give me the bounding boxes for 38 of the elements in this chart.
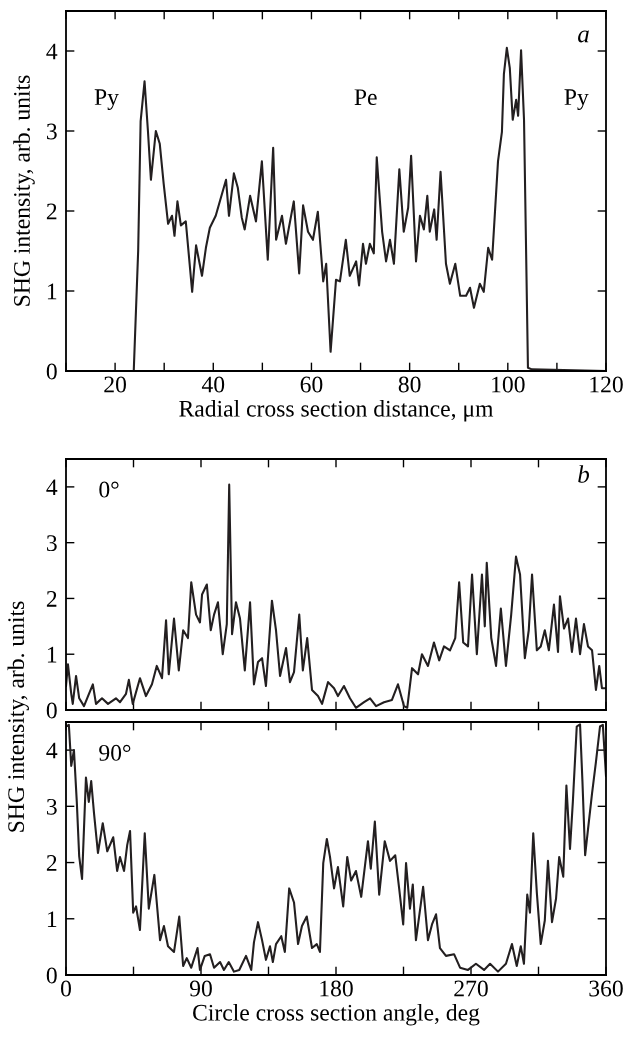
line-series: [66, 723, 606, 973]
chart-title: b: [578, 465, 590, 483]
x-tick-label: 20: [104, 376, 126, 393]
x-tick-label: 180: [320, 980, 353, 997]
x-tick-label: 100: [492, 376, 525, 393]
y-tick-label: 3: [46, 798, 57, 815]
y-tick-label: 0: [46, 363, 57, 380]
y-axis-title: SHG intensity, arb. units: [13, 75, 35, 306]
annotation: Py: [94, 89, 119, 110]
x-tick-label: 360: [589, 980, 623, 997]
y-tick-label: 4: [46, 43, 58, 60]
y-tick-label: 2: [46, 591, 57, 607]
y-tick-label: 2: [46, 203, 57, 220]
text: a: [578, 30, 589, 43]
y-tick-label: 1: [47, 646, 57, 663]
x-tick-label: 270: [454, 980, 488, 997]
y-axis-title: SHG intensity, arb. units: [7, 601, 29, 832]
y-tick-label: 4: [46, 479, 58, 496]
annotation: Pe: [354, 89, 377, 106]
y-tick-label: 1: [47, 911, 57, 927]
y-tick-label: 4: [46, 742, 58, 759]
y-tick-label: 0: [46, 702, 57, 719]
x-tick-label: 0: [61, 980, 71, 997]
annotation: 0°: [99, 481, 119, 498]
y-tick-label: 1: [47, 283, 57, 300]
x-tick-label: 40: [201, 376, 225, 393]
y-tick-label: 3: [46, 535, 57, 552]
y-tick-label: 3: [46, 123, 57, 140]
y-tick-label: 2: [46, 855, 57, 871]
x-tick-label: 60: [300, 376, 323, 393]
annotation: Py: [564, 89, 589, 110]
annotation: 90°: [99, 744, 131, 761]
y-tick-label: 0: [46, 967, 57, 984]
x-tick-label: 120: [590, 376, 623, 393]
x-axis-title: Radial cross section distance, μm: [179, 400, 494, 422]
x-axis-title: Circle cross section angle, deg: [193, 1004, 480, 1026]
x-tick-label: 80: [398, 376, 421, 393]
x-tick-label: 90: [189, 980, 212, 997]
